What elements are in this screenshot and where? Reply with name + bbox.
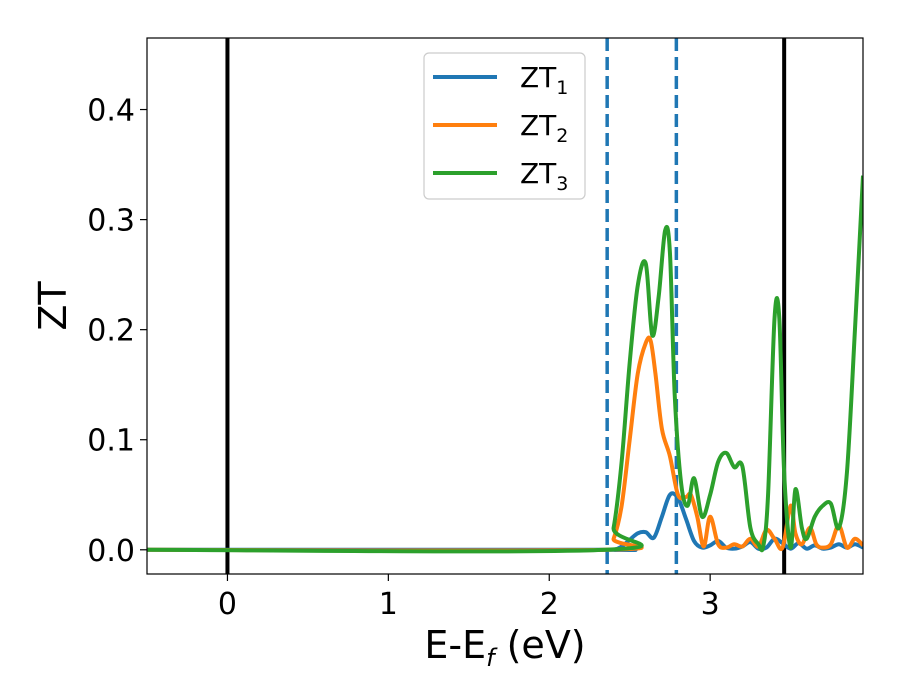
y-axis: 0.0 0.1 0.2 0.3 0.4 <box>87 94 147 569</box>
x-axis-label-main: E-E <box>424 623 486 667</box>
series-line-zt2 <box>147 335 863 553</box>
y-tick-label: 0.0 <box>87 534 135 569</box>
x-tick-label: 2 <box>540 587 559 622</box>
y-tick-label: 0.2 <box>87 314 135 349</box>
legend: ZT1 ZT2 ZT3 <box>423 52 586 200</box>
plot-area <box>147 38 863 574</box>
legend-box <box>423 52 586 200</box>
legend-label-zt3: ZT3 <box>520 157 568 195</box>
series-lines <box>147 175 863 554</box>
x-tick-label: 1 <box>379 587 398 622</box>
x-tick-label: 0 <box>218 587 237 622</box>
legend-label-zt1: ZT1 <box>520 61 568 99</box>
x-axis: 0 1 2 3 <box>218 574 720 622</box>
legend-label-zt2: ZT2 <box>520 109 568 147</box>
y-tick-label: 0.4 <box>87 94 135 129</box>
x-axis-label: E-Ef (eV) <box>424 623 585 672</box>
x-axis-label-unit: (eV) <box>495 623 586 667</box>
y-tick-label: 0.1 <box>87 424 135 459</box>
x-tick-label: 3 <box>701 587 720 622</box>
y-axis-label: ZT <box>31 281 75 331</box>
series-line-zt3 <box>147 175 863 554</box>
y-tick-label: 0.3 <box>87 204 135 239</box>
plot-frame <box>146 37 864 575</box>
